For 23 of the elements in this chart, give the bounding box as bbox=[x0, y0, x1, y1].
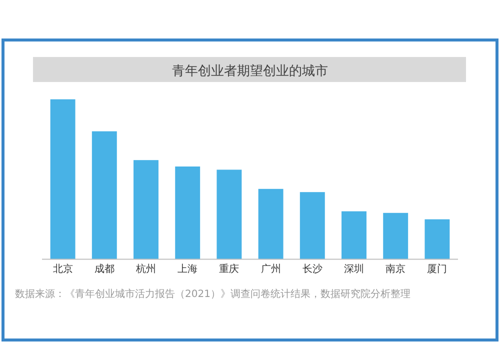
title-box: 青年创业者期望创业的城市 bbox=[33, 57, 466, 82]
bar bbox=[216, 170, 242, 260]
bar bbox=[134, 160, 158, 260]
x-tick-label: 成都 bbox=[94, 263, 114, 275]
bar bbox=[383, 212, 408, 260]
x-tick-label: 厦门 bbox=[427, 263, 448, 275]
x-tick-label: 南京 bbox=[386, 263, 406, 275]
x-tick-label: 重庆 bbox=[219, 263, 240, 275]
source-note: 数据来源：《青年创业城市活力报告（2021）》调查问卷统计结果，数据研究院分析整理 bbox=[15, 288, 410, 300]
bar bbox=[175, 166, 200, 260]
bar bbox=[300, 192, 325, 260]
x-tick-label: 北京 bbox=[52, 263, 73, 275]
bar bbox=[258, 188, 284, 260]
x-tick-label: 杭州 bbox=[135, 263, 156, 275]
x-tick-label: 上海 bbox=[178, 263, 198, 275]
x-tick-label: 广州 bbox=[260, 263, 281, 275]
bar bbox=[92, 131, 117, 260]
bar bbox=[342, 211, 366, 260]
bar bbox=[424, 219, 450, 260]
chart-title: 青年创业者期望创业的城市 bbox=[172, 64, 328, 79]
bar bbox=[50, 99, 76, 260]
x-tick-label: 深圳 bbox=[344, 263, 364, 275]
x-tick-label: 长沙 bbox=[302, 263, 322, 275]
